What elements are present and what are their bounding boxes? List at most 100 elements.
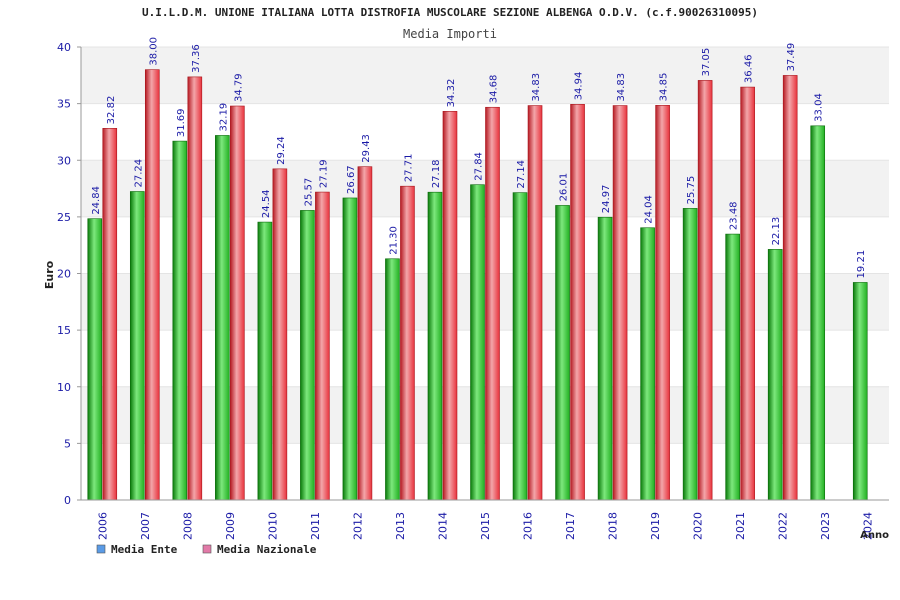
- bar-nazionale: [612, 105, 628, 501]
- grid-band: [81, 160, 889, 217]
- value-label: 27.19: [318, 159, 329, 188]
- value-label: 34.83: [616, 73, 627, 102]
- bar-ente: [512, 192, 528, 501]
- value-label: 34.68: [489, 75, 500, 104]
- bar-nazionale: [102, 128, 118, 501]
- bar-nazionale: [400, 185, 415, 501]
- grid-band: [81, 47, 889, 104]
- x-tick-label: 2009: [224, 512, 237, 540]
- bar-ente: [257, 221, 273, 501]
- x-tick-label: 2006: [96, 512, 109, 540]
- value-labels: 24.84 32.82 27.24 38.00 31.69 37.36 32.19 34.79…: [91, 37, 867, 278]
- bar-ente: [129, 191, 145, 501]
- bar-nazionale: [485, 106, 500, 501]
- bar-nazionale: [357, 166, 373, 501]
- value-label: 32.82: [106, 96, 117, 125]
- x-tick-label: 2022: [777, 512, 790, 540]
- x-tick-label: 2024: [862, 512, 875, 540]
- bar-nazionale: [697, 80, 713, 501]
- value-label: 27.14: [516, 160, 527, 189]
- bar-ente: [767, 249, 783, 501]
- bar-nazionale: [315, 191, 330, 501]
- bar-nazionale: [187, 76, 203, 501]
- bar-ente: [172, 140, 188, 501]
- x-tick-label: 2020: [692, 512, 705, 540]
- x-tick-label: 2011: [309, 512, 322, 540]
- x-tick-label: 2019: [649, 512, 662, 540]
- value-label: 37.05: [701, 48, 712, 77]
- bar-nazionale: [230, 105, 245, 501]
- y-tick-label: 0: [64, 494, 71, 507]
- value-label: 37.49: [786, 43, 797, 72]
- value-label: 31.69: [176, 108, 187, 137]
- bar-ente: [300, 210, 315, 501]
- value-label: 19.21: [856, 250, 867, 279]
- value-label: 27.71: [403, 154, 414, 183]
- y-tick-label: 15: [57, 324, 71, 337]
- x-tick-label: 2021: [734, 512, 747, 540]
- value-label: 24.04: [644, 195, 655, 224]
- bar-nazionale: [527, 105, 543, 501]
- value-label: 23.48: [729, 201, 740, 230]
- legend-swatch: [202, 544, 212, 554]
- x-tick-label: 2023: [819, 512, 832, 540]
- bars: [87, 69, 868, 501]
- bar-ente: [682, 208, 698, 501]
- x-tick-label: 2018: [607, 512, 620, 540]
- value-label: 34.85: [659, 73, 670, 102]
- value-label: 34.94: [574, 72, 585, 101]
- bar-nazionale: [570, 104, 585, 501]
- value-label: 26.67: [346, 165, 357, 194]
- value-label: 33.04: [814, 93, 825, 122]
- bar-ente: [342, 197, 358, 501]
- value-label: 29.43: [361, 134, 372, 163]
- bar-ente: [810, 125, 826, 501]
- bar-nazionale: [144, 69, 160, 501]
- value-label: 25.75: [686, 176, 697, 205]
- value-label: 22.13: [771, 217, 782, 246]
- value-label: 34.79: [233, 73, 244, 102]
- y-tick-label: 30: [57, 154, 71, 167]
- value-label: 37.36: [191, 44, 202, 73]
- bar-ente: [87, 218, 103, 501]
- bar-nazionale: [740, 86, 755, 501]
- chart-title: U.I.L.D.M. UNIONE ITALIANA LOTTA DISTROF…: [142, 6, 758, 19]
- chart-subtitle: Media Importi: [403, 27, 497, 41]
- bar-ente: [555, 205, 570, 501]
- x-tick-label: 2016: [522, 512, 535, 540]
- bar-ente: [215, 135, 230, 501]
- value-label: 34.32: [446, 79, 457, 108]
- value-label: 36.46: [744, 54, 755, 83]
- y-tick-label: 10: [57, 381, 71, 394]
- bar-ente: [640, 227, 655, 501]
- value-label: 27.84: [474, 152, 485, 181]
- bar-ente: [470, 184, 485, 501]
- grid-band: [81, 273, 889, 331]
- value-label: 24.54: [261, 189, 272, 218]
- value-label: 29.24: [276, 136, 287, 165]
- bar-nazionale: [272, 168, 288, 501]
- y-tick-label: 25: [57, 211, 71, 224]
- y-axis-label: Euro: [43, 260, 56, 289]
- bar-ente: [427, 191, 443, 501]
- y-tick-label: 35: [57, 98, 71, 111]
- bar-nazionale: [442, 111, 458, 501]
- bar-ente: [725, 233, 740, 501]
- value-label: 21.30: [388, 226, 399, 255]
- x-axis-label: Anno: [860, 530, 889, 541]
- bar-nazionale: [655, 105, 670, 501]
- bar-ente: [385, 258, 400, 501]
- x-tick-label: 2014: [436, 512, 449, 540]
- value-label: 26.01: [559, 173, 570, 202]
- legend-entry: Media Ente: [111, 543, 178, 556]
- value-label: 24.97: [601, 185, 612, 214]
- grid: [81, 46, 889, 501]
- grid-band: [81, 386, 889, 444]
- x-tick-label: 2012: [351, 512, 364, 540]
- x-tick-label: 2008: [181, 512, 194, 540]
- x-tick-label: 2010: [266, 512, 279, 540]
- y-tick-label: 20: [57, 268, 71, 281]
- x-tick-label: 2015: [479, 512, 492, 540]
